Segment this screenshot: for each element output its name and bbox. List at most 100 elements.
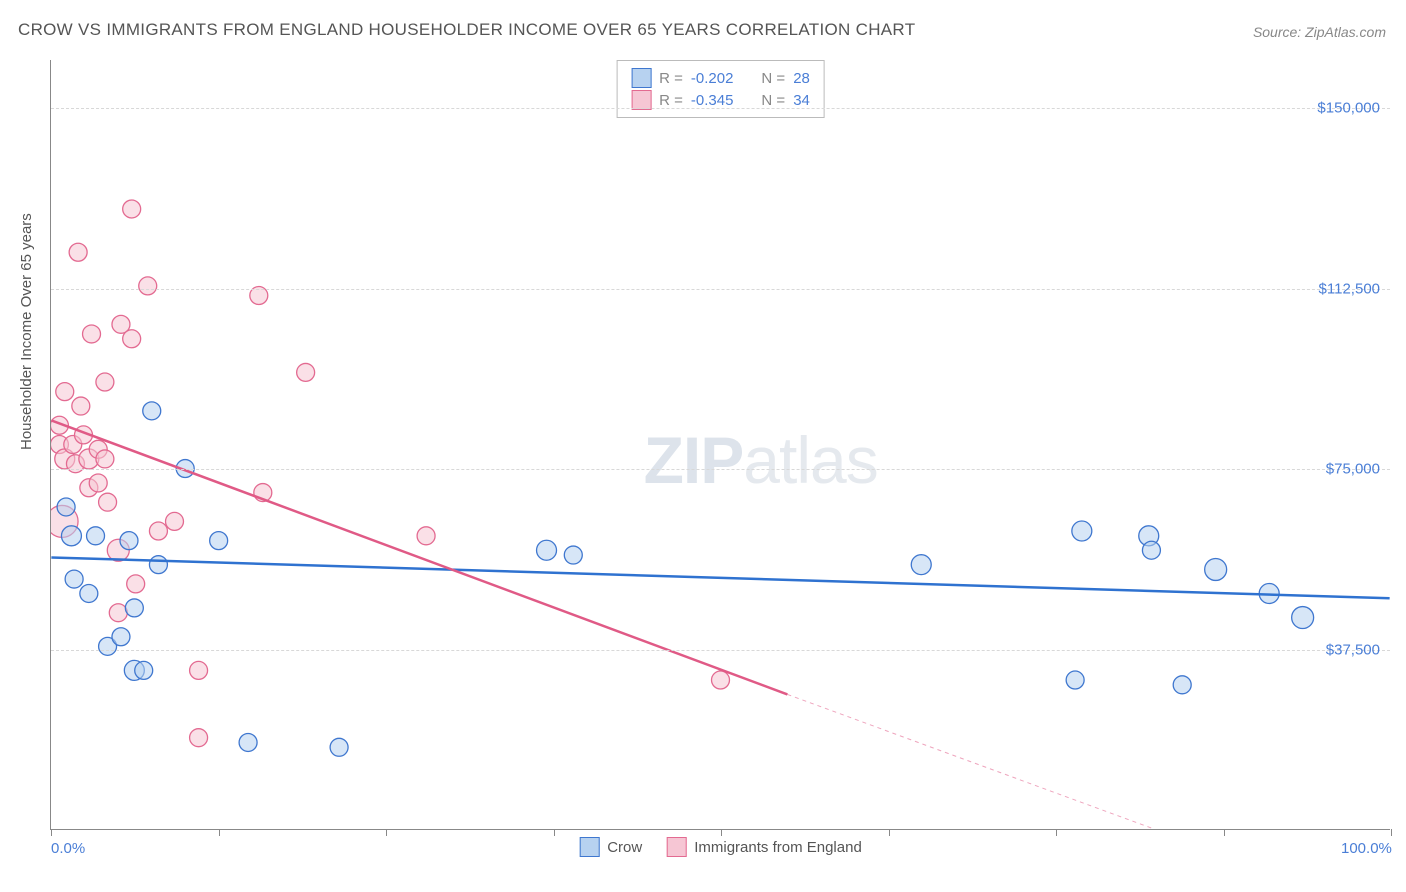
chart-svg: [51, 60, 1390, 829]
data-point: [57, 498, 75, 516]
x-tick-mark: [1391, 829, 1392, 836]
x-tick-mark: [1056, 829, 1057, 836]
data-point: [123, 200, 141, 218]
data-point: [75, 426, 93, 444]
legend-item: Immigrants from England: [666, 837, 862, 857]
legend-n-value: 34: [793, 92, 810, 109]
legend-swatch: [631, 68, 651, 88]
data-point: [112, 628, 130, 646]
x-tick-label: 100.0%: [1341, 840, 1392, 857]
data-point: [69, 243, 87, 261]
data-point: [56, 383, 74, 401]
legend-label: Crow: [607, 839, 642, 856]
data-point: [112, 315, 130, 333]
data-point: [1139, 526, 1159, 546]
data-point: [564, 546, 582, 564]
x-tick-mark: [51, 829, 52, 836]
data-point: [109, 604, 127, 622]
data-point: [1066, 671, 1084, 689]
data-point: [297, 363, 315, 381]
data-point: [123, 330, 141, 348]
trendline-extrapolated: [787, 694, 1154, 829]
legend-n-label: N =: [761, 70, 785, 87]
x-tick-label: 0.0%: [51, 840, 85, 857]
x-tick-mark: [721, 829, 722, 836]
x-tick-mark: [1224, 829, 1225, 836]
watermark-atlas: atlas: [743, 423, 877, 497]
legend-n-value: 28: [793, 70, 810, 87]
data-point: [80, 479, 98, 497]
data-point: [149, 522, 167, 540]
gridline: [51, 289, 1390, 290]
legend-r-value: -0.202: [691, 70, 734, 87]
data-point: [135, 661, 153, 679]
data-point: [120, 532, 138, 550]
correlation-chart: CROW VS IMMIGRANTS FROM ENGLAND HOUSEHOL…: [0, 0, 1406, 892]
chart-title: CROW VS IMMIGRANTS FROM ENGLAND HOUSEHOL…: [18, 20, 915, 40]
data-point: [330, 738, 348, 756]
data-point: [127, 575, 145, 593]
watermark-zip: ZIP: [644, 423, 744, 497]
legend-item: Crow: [579, 837, 642, 857]
legend-r-value: -0.345: [691, 92, 734, 109]
legend-swatch: [579, 837, 599, 857]
y-axis-label: Householder Income Over 65 years: [18, 213, 35, 450]
gridline: [51, 469, 1390, 470]
data-point: [1292, 607, 1314, 629]
data-point: [61, 526, 81, 546]
x-tick-mark: [889, 829, 890, 836]
data-point: [124, 660, 144, 680]
data-point: [64, 436, 82, 454]
data-point: [139, 277, 157, 295]
source-label: Source: ZipAtlas.com: [1253, 24, 1386, 40]
data-point: [1173, 676, 1191, 694]
legend-correlation: R = -0.202N = 28R = -0.345N = 34: [616, 60, 825, 118]
y-tick-label: $150,000: [1317, 100, 1380, 117]
legend-swatch: [666, 837, 686, 857]
data-point: [210, 532, 228, 550]
trendline: [51, 557, 1389, 598]
data-point: [89, 474, 107, 492]
data-point: [190, 729, 208, 747]
x-tick-mark: [554, 829, 555, 836]
data-point: [1142, 541, 1160, 559]
data-point: [99, 493, 117, 511]
data-point: [51, 436, 68, 454]
data-point: [99, 637, 117, 655]
x-tick-mark: [386, 829, 387, 836]
data-point: [80, 585, 98, 603]
data-point: [96, 373, 114, 391]
y-tick-label: $75,000: [1326, 461, 1380, 478]
plot-area: ZIPatlas R = -0.202N = 28R = -0.345N = 3…: [50, 60, 1390, 830]
gridline: [51, 108, 1390, 109]
x-tick-mark: [219, 829, 220, 836]
data-point: [51, 505, 78, 537]
data-point: [537, 540, 557, 560]
data-point: [72, 397, 90, 415]
data-point: [96, 450, 114, 468]
data-point: [1072, 521, 1092, 541]
y-tick-label: $112,500: [1319, 280, 1380, 297]
data-point: [239, 733, 257, 751]
legend-swatch: [631, 90, 651, 110]
data-point: [65, 570, 83, 588]
data-point: [1205, 558, 1227, 580]
gridline: [51, 650, 1390, 651]
data-point: [149, 556, 167, 574]
legend-label: Immigrants from England: [694, 839, 862, 856]
data-point: [55, 449, 75, 469]
data-point: [51, 416, 68, 434]
y-tick-label: $37,500: [1326, 641, 1380, 658]
data-point: [89, 440, 107, 458]
legend-series: Crow Immigrants from England: [579, 837, 862, 857]
data-point: [166, 512, 184, 530]
legend-n-label: N =: [761, 92, 785, 109]
trendline: [51, 420, 787, 694]
legend-row: R = -0.202N = 28: [631, 67, 810, 89]
data-point: [79, 449, 99, 469]
data-point: [107, 539, 129, 561]
data-point: [712, 671, 730, 689]
data-point: [83, 325, 101, 343]
data-point: [125, 599, 143, 617]
legend-r-label: R =: [659, 92, 683, 109]
